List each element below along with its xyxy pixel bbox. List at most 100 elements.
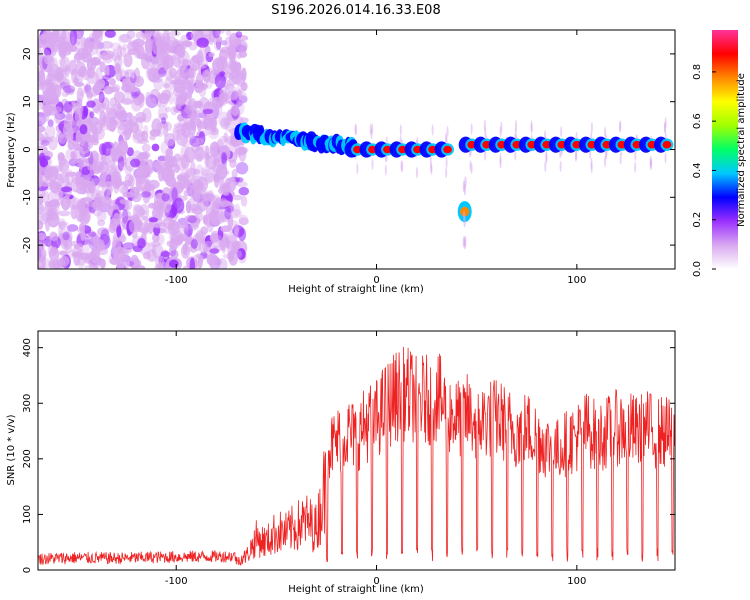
spectrogram-blob <box>228 250 239 266</box>
spectrogram-blob <box>225 235 238 251</box>
spectrogram-blob <box>226 205 234 213</box>
spectrogram-blob <box>47 32 59 44</box>
spectrogram-blob <box>218 30 225 34</box>
spectrogram-blob <box>147 56 159 67</box>
spectrogram-blob <box>53 106 62 113</box>
spectrogram-blob <box>63 101 73 113</box>
spectrogram-blob <box>123 182 129 191</box>
spectrogram-blob <box>199 83 209 90</box>
spectrogram-blob <box>204 145 210 159</box>
spectrogram-blob <box>212 57 225 73</box>
spectrogram-blob <box>102 49 114 64</box>
spectrogram-blob <box>634 149 637 162</box>
spectrogram-blob <box>180 169 192 179</box>
spectrogram-blob <box>118 34 130 44</box>
spectrogram-blob <box>162 121 169 138</box>
spectrogram-blob <box>132 44 144 59</box>
spectrogram-blob <box>236 181 248 188</box>
spectrogram-blob <box>130 91 139 99</box>
spectrogram-blob <box>72 127 82 133</box>
spectrogram-blob <box>75 130 81 143</box>
spectrogram-blob <box>59 255 70 267</box>
spectrogram-blob <box>662 140 672 149</box>
spectrogram-blob <box>134 67 141 84</box>
spectrogram-blob <box>80 197 94 203</box>
spectrogram-blob <box>232 142 240 148</box>
spectrogram-blob <box>58 176 65 185</box>
spectrogram-blob <box>57 221 69 227</box>
spectrogram-blob <box>126 147 134 157</box>
spectrogram-blob <box>38 256 46 269</box>
spectrogram-blob <box>162 216 175 229</box>
spectrogram-blob <box>88 151 94 167</box>
spectrogram-blob <box>100 40 114 49</box>
spectrogram-blob <box>216 36 223 43</box>
spectrogram-blob <box>189 55 201 72</box>
spectrogram-blob <box>129 186 140 197</box>
spectrogram-blob <box>231 169 238 179</box>
spectrogram-blob <box>463 216 466 228</box>
spectrogram-blob <box>499 126 502 138</box>
spectrogram-blob <box>218 135 230 150</box>
spectrogram-blob <box>69 30 78 46</box>
spectrogram-blob <box>211 97 221 110</box>
spectrogram-blob <box>234 101 245 115</box>
spectrogram-blob <box>77 141 91 154</box>
spectrogram-blob <box>80 206 89 213</box>
spectrogram-blob <box>86 187 93 203</box>
spectrogram-blob <box>235 40 248 53</box>
spectrogram-blob <box>206 253 219 266</box>
spectrogram-blob <box>151 143 160 152</box>
spectrogram-blob <box>123 69 136 75</box>
spectrogram-blob <box>62 85 76 94</box>
spectrogram-blob <box>115 111 126 118</box>
spectrogram-blob <box>43 54 54 65</box>
spectrogram-blob <box>604 126 607 139</box>
spectrogram-blob <box>58 250 68 256</box>
spectrogram-blob <box>97 219 106 227</box>
spectrogram-blob <box>198 46 207 62</box>
spectrogram-blob <box>181 40 193 46</box>
spectrogram-blob <box>48 82 58 92</box>
spectrogram-blob <box>123 53 133 68</box>
spectrogram-blob <box>127 40 141 46</box>
spectrogram-blob <box>173 57 181 68</box>
spectrogram-blob <box>224 71 234 79</box>
spectrogram-blob <box>168 91 174 105</box>
spectrogram-blob <box>462 236 465 248</box>
spectrogram-blob <box>194 146 205 162</box>
spectrogram-blob <box>50 201 61 209</box>
spectrogram-blob <box>187 215 197 224</box>
spectrogram-blob <box>197 121 209 130</box>
spectrogram-blob <box>238 217 249 226</box>
spectrogram-blob <box>240 195 248 207</box>
spectrogram-blob <box>383 145 392 154</box>
spectrogram-blob <box>109 116 116 133</box>
y-tick-label: 200 <box>22 449 33 468</box>
spectrogram-blob <box>157 262 164 269</box>
spectrogram-blob <box>164 133 176 147</box>
spectrogram-blob <box>446 125 449 138</box>
spectrogram-blob <box>86 100 96 108</box>
x-tick-label: 0 <box>373 275 379 286</box>
spectrogram-blob <box>147 183 156 191</box>
spectrogram-blob <box>430 163 433 175</box>
snr-frame <box>37 330 676 571</box>
spectrogram-blob <box>141 107 152 123</box>
spectrogram-blob <box>143 124 149 135</box>
spectrogram-blob <box>46 207 54 220</box>
spectrogram-blob <box>176 65 189 79</box>
spectrogram-blob <box>93 165 102 175</box>
spectrogram-blob <box>121 246 129 261</box>
spectrogram-blob <box>176 133 189 146</box>
spectrogram-blob <box>135 31 142 40</box>
chart-title: S196.2026.014.16.33.E08 <box>271 3 440 18</box>
spectrogram-blob <box>200 167 209 176</box>
spectrogram-blob <box>90 56 102 66</box>
spectrogram-blob <box>216 139 224 152</box>
spectrogram-blob <box>149 97 157 107</box>
snr-ticks: -100 0 100 0 100 200 300 400 <box>22 331 675 587</box>
spectrogram-blob <box>79 185 87 195</box>
spectrogram-blob <box>116 44 122 61</box>
